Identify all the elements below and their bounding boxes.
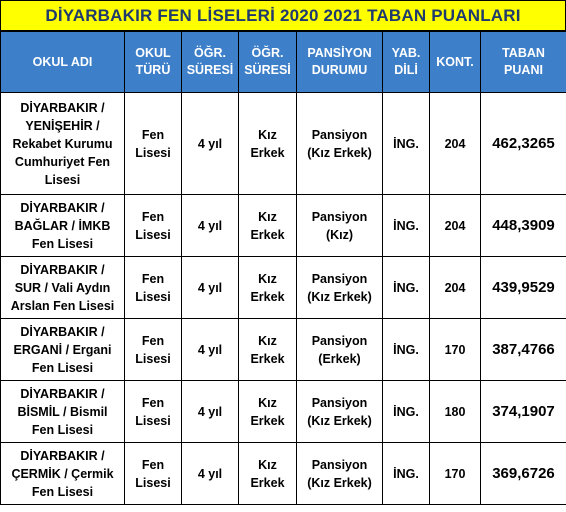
cell-quota: 170 [429, 318, 481, 381]
cell-duration: 4 yıl [181, 194, 239, 257]
cell-school: DİYARBAKIR / ERGANİ / Ergani Fen Lisesi [0, 318, 125, 381]
table-row: DİYARBAKIR / BAĞLAR / İMKB Fen Lisesi Fen Li… [0, 194, 566, 257]
cell-language: İNG. [382, 256, 430, 319]
cell-score: 462,3265 [480, 92, 566, 195]
cell-shift: Kız Erkek [238, 380, 297, 443]
cell-quota: 204 [429, 194, 481, 257]
score-table: OKUL ADI OKUL TÜRÜ ÖĞR. SÜRESİ ÖĞR. SÜRESİ … [0, 31, 566, 505]
cell-school: DİYARBAKIR / SUR / Vali Aydın Arslan Fen L… [0, 256, 125, 319]
cell-score: 369,6726 [480, 442, 566, 505]
cell-shift: Kız Erkek [238, 318, 297, 381]
cell-score: 439,9529 [480, 256, 566, 319]
cell-language: İNG. [382, 442, 430, 505]
header-quota: KONT. [429, 31, 481, 93]
cell-boarding: Pansiyon (Kız Erkek) [296, 256, 383, 319]
cell-score: 448,3909 [480, 194, 566, 257]
cell-type: Fen Lisesi [124, 318, 182, 381]
header-language: YAB. DİLİ [382, 31, 430, 93]
cell-boarding: Pansiyon (Kız Erkek) [296, 442, 383, 505]
cell-language: İNG. [382, 194, 430, 257]
cell-duration: 4 yıl [181, 442, 239, 505]
cell-boarding: Pansiyon (Kız) [296, 194, 383, 257]
cell-shift: Kız Erkek [238, 92, 297, 195]
cell-shift: Kız Erkek [238, 256, 297, 319]
cell-boarding: Pansiyon (Kız Erkek) [296, 380, 383, 443]
cell-quota: 204 [429, 92, 481, 195]
header-school: OKUL ADI [0, 31, 125, 93]
cell-language: İNG. [382, 92, 430, 195]
table-row: DİYARBAKIR / YENİŞEHİR / Rekabet Kurumu Cum… [0, 92, 566, 195]
cell-shift: Kız Erkek [238, 442, 297, 505]
cell-type: Fen Lisesi [124, 380, 182, 443]
cell-shift: Kız Erkek [238, 194, 297, 257]
table-row: DİYARBAKIR / BİSMİL / Bismil Fen Lisesi Fen… [0, 380, 566, 443]
cell-type: Fen Lisesi [124, 442, 182, 505]
cell-duration: 4 yıl [181, 380, 239, 443]
cell-type: Fen Lisesi [124, 194, 182, 257]
header-duration: ÖĞR. SÜRESİ [181, 31, 239, 93]
cell-type: Fen Lisesi [124, 92, 182, 195]
cell-boarding: Pansiyon (Erkek) [296, 318, 383, 381]
header-score: TABAN PUANI [480, 31, 566, 93]
cell-quota: 170 [429, 442, 481, 505]
cell-boarding: Pansiyon (Kız Erkek) [296, 92, 383, 195]
cell-score: 387,4766 [480, 318, 566, 381]
cell-school: DİYARBAKIR / BAĞLAR / İMKB Fen Lisesi [0, 194, 125, 257]
cell-language: İNG. [382, 318, 430, 381]
table-row: DİYARBAKIR / ÇERMİK / Çermik Fen Lisesi Fen… [0, 442, 566, 505]
header-row: OKUL ADI OKUL TÜRÜ ÖĞR. SÜRESİ ÖĞR. SÜRESİ … [0, 31, 566, 93]
header-shift: ÖĞR. SÜRESİ [238, 31, 297, 93]
cell-school: DİYARBAKIR / YENİŞEHİR / Rekabet Kurumu Cum… [0, 92, 125, 195]
table-row: DİYARBAKIR / SUR / Vali Aydın Arslan Fen L… [0, 256, 566, 319]
cell-quota: 180 [429, 380, 481, 443]
cell-language: İNG. [382, 380, 430, 443]
cell-duration: 4 yıl [181, 318, 239, 381]
cell-score: 374,1907 [480, 380, 566, 443]
page-title: DİYARBAKIR FEN LİSELERİ 2020 2021 TABAN … [0, 0, 566, 31]
header-type: OKUL TÜRÜ [124, 31, 182, 93]
cell-duration: 4 yıl [181, 256, 239, 319]
cell-school: DİYARBAKIR / BİSMİL / Bismil Fen Lisesi [0, 380, 125, 443]
cell-quota: 204 [429, 256, 481, 319]
header-boarding: PANSİYON DURUMU [296, 31, 383, 93]
cell-school: DİYARBAKIR / ÇERMİK / Çermik Fen Lisesi [0, 442, 125, 505]
table-row: DİYARBAKIR / ERGANİ / Ergani Fen Lisesi Fen… [0, 318, 566, 381]
cell-duration: 4 yıl [181, 92, 239, 195]
cell-type: Fen Lisesi [124, 256, 182, 319]
